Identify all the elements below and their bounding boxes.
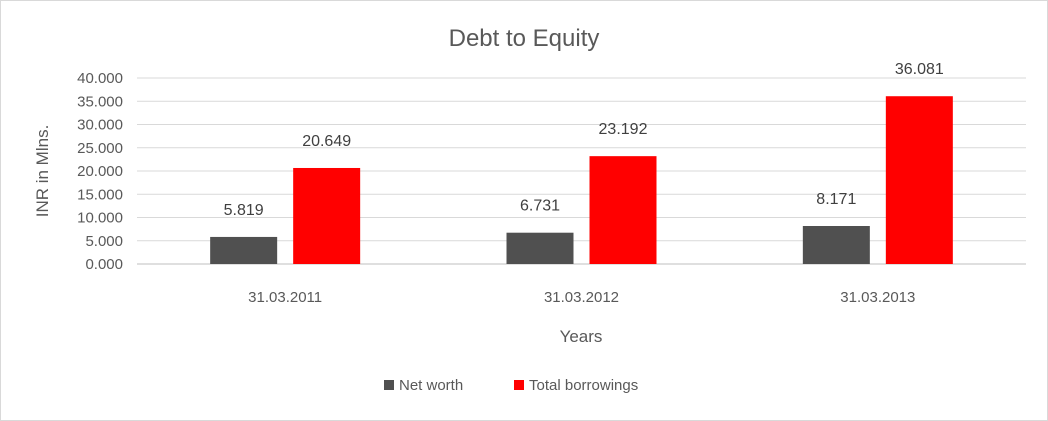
data-labels: 5.819 20.649 6.731 23.192 8.171 36.081 [224,61,944,219]
gridlines [137,77,1026,265]
y-tick-label: 40.000 [77,70,123,87]
legend-label: Total borrowings [529,377,638,394]
y-axis-ticks: 0.000 5.000 10.000 15.000 20.000 25.000 30.000… [77,70,123,273]
legend: Net worth Total borrowings [384,377,638,394]
bar-net-worth [506,232,574,264]
x-axis-ticks: 31.03.2011 31.03.2012 31.03.2013 [248,289,915,306]
x-tick-label: 31.03.2011 [248,289,322,306]
data-label: 23.192 [599,121,648,138]
bar-total-borrowings [293,167,361,264]
y-tick-label: 5.000 [85,233,123,250]
y-tick-label: 10.000 [77,210,123,227]
y-tick-label: 0.000 [85,256,123,273]
y-tick-label: 35.000 [77,93,123,110]
data-label: 5.819 [224,202,264,219]
data-label: 36.081 [895,61,944,78]
legend-swatch [514,380,524,390]
bar-net-worth [210,236,278,264]
bars [210,96,953,264]
data-label: 20.649 [302,133,351,150]
bar-net-worth [802,226,870,264]
y-tick-label: 30.000 [77,117,123,134]
y-tick-label: 25.000 [77,140,123,157]
x-tick-label: 31.03.2012 [544,289,619,306]
y-tick-label: 20.000 [77,163,123,180]
data-label: 6.731 [520,198,560,215]
chart-title: Debt to Equity [449,25,600,52]
bar-total-borrowings [885,96,953,264]
x-axis-title: Years [560,327,603,346]
legend-swatch [384,380,394,390]
bar-total-borrowings [589,156,657,264]
y-tick-label: 15.000 [77,186,123,203]
data-label: 8.171 [816,191,856,208]
y-axis-title: INR in Mlns. [33,125,52,218]
legend-label: Net worth [399,377,463,394]
x-tick-label: 31.03.2013 [840,289,915,306]
